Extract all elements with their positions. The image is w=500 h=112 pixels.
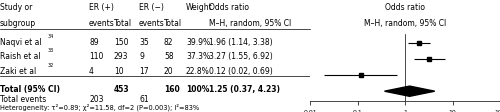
Text: 35: 35 [139, 38, 149, 46]
Text: Odds ratio: Odds ratio [209, 3, 249, 12]
Text: 61: 61 [139, 95, 148, 104]
Text: 9: 9 [139, 52, 144, 61]
Text: 203: 203 [89, 95, 104, 104]
Text: Raish et al: Raish et al [0, 52, 40, 61]
Text: 10: 10 [114, 67, 124, 76]
Text: 4: 4 [89, 67, 94, 76]
Text: 58: 58 [164, 52, 173, 61]
Text: 37.3%: 37.3% [186, 52, 210, 61]
Text: 160: 160 [164, 85, 180, 94]
Text: Odds ratio: Odds ratio [385, 3, 425, 12]
Polygon shape [384, 86, 435, 96]
Text: 89: 89 [89, 38, 99, 46]
Text: Total events: Total events [0, 95, 46, 104]
Text: M–H, random, 95% CI: M–H, random, 95% CI [209, 19, 291, 28]
Text: 17: 17 [139, 67, 148, 76]
Text: 34: 34 [48, 34, 54, 39]
Text: Study or: Study or [0, 3, 32, 12]
Text: Total: Total [164, 19, 182, 28]
Text: 453: 453 [114, 85, 130, 94]
Text: 150: 150 [114, 38, 128, 46]
Text: 1.96 (1.14, 3.38): 1.96 (1.14, 3.38) [209, 38, 272, 46]
Text: Heterogeneity: τ²=0.89; χ²=11.58, df=2 (P=0.003); I²=83%: Heterogeneity: τ²=0.89; χ²=11.58, df=2 (… [0, 104, 199, 111]
Text: 33: 33 [48, 48, 54, 53]
Text: 0.12 (0.02, 0.69): 0.12 (0.02, 0.69) [209, 67, 273, 76]
Text: 3.27 (1.55, 6.92): 3.27 (1.55, 6.92) [209, 52, 273, 61]
Text: 1.25 (0.37, 4.23): 1.25 (0.37, 4.23) [209, 85, 280, 94]
Text: 82: 82 [164, 38, 173, 46]
Text: ER (+): ER (+) [89, 3, 114, 12]
Text: Naqvi et al: Naqvi et al [0, 38, 42, 46]
Text: Total: Total [114, 19, 132, 28]
Text: M–H, random, 95% CI: M–H, random, 95% CI [364, 19, 446, 28]
Text: Zaki et al: Zaki et al [0, 67, 36, 76]
Text: 293: 293 [114, 52, 128, 61]
Text: events: events [89, 19, 115, 28]
Text: 22.8%: 22.8% [186, 67, 210, 76]
Text: ER (−): ER (−) [139, 3, 164, 12]
Text: 110: 110 [89, 52, 104, 61]
Text: 20: 20 [164, 67, 173, 76]
Text: Weight: Weight [186, 3, 213, 12]
Text: 32: 32 [48, 63, 54, 68]
Text: events: events [139, 19, 165, 28]
Text: subgroup: subgroup [0, 19, 36, 28]
Text: Total (95% CI): Total (95% CI) [0, 85, 60, 94]
Text: 39.9%: 39.9% [186, 38, 210, 46]
Text: 100%: 100% [186, 85, 210, 94]
